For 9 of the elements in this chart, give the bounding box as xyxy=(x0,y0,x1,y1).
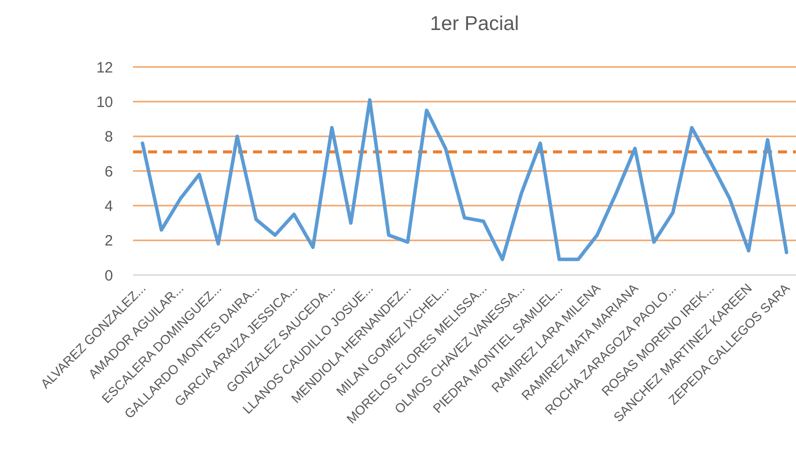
y-tick-label: 2 xyxy=(104,232,113,250)
line-series xyxy=(140,98,788,262)
y-tick-label: 8 xyxy=(104,128,113,146)
y-tick-label: 0 xyxy=(104,267,113,284)
y-tick-label: 10 xyxy=(96,94,113,111)
chart-title: 1er Pacial xyxy=(430,13,519,35)
y-tick-label: 4 xyxy=(104,198,113,215)
y-tick-label: 12 xyxy=(96,59,113,76)
y-tick-label: 6 xyxy=(104,163,113,180)
